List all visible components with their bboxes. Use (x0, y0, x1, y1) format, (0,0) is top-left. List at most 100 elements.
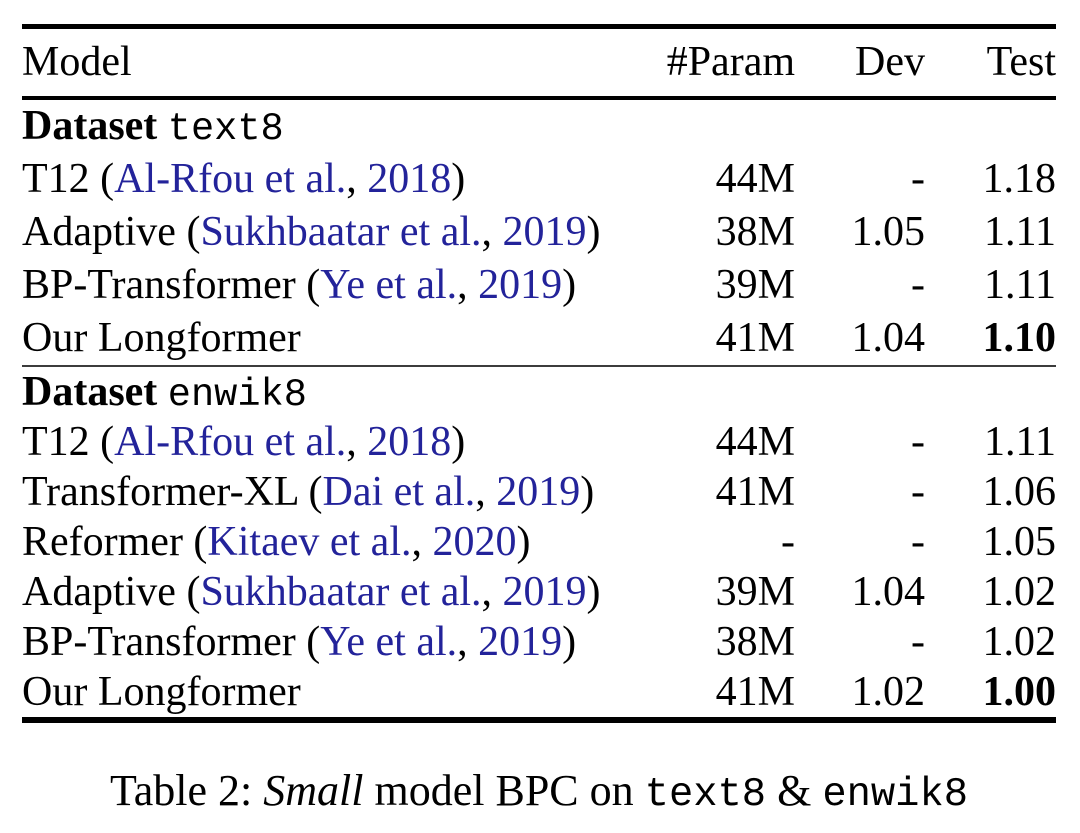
citation-link[interactable]: Kitaev et al. (207, 519, 412, 565)
caption-dataset-text8: text8 (644, 772, 767, 818)
model-cell: BP-Transformer (Ye et al., 2019) (22, 259, 645, 312)
model-cell: T12 (Al-Rfou et al., 2018) (22, 153, 645, 206)
model-cell: Our Longformer (22, 667, 645, 717)
model-name-suffix: ) (580, 469, 595, 515)
dev-cell: - (911, 619, 925, 665)
test-cell: 1.18 (982, 156, 1057, 202)
model-name: BP-Transformer ( (22, 619, 321, 665)
model-cell: Adaptive (Sukhbaatar et al., 2019) (22, 567, 645, 617)
dataset-name: text8 (167, 107, 284, 151)
model-cell: Transformer-XL (Dai et al., 2019) (22, 467, 645, 517)
citation-link[interactable]: Al-Rfou et al. (114, 156, 347, 202)
dataset-label-cell: Dataset enwik8 (22, 367, 1056, 417)
model-name: T12 ( (22, 156, 115, 202)
dev-cell: 1.04 (851, 569, 926, 615)
table-row: T12 (Al-Rfou et al., 2018) 44M - 1.18 (22, 153, 1056, 206)
citation-year-link[interactable]: 2019 (502, 569, 587, 615)
results-table: Model #Param Dev Test Dataset text8 T12 … (22, 24, 1056, 823)
dataset-label: Dataset (22, 103, 158, 149)
table-row: BP-Transformer (Ye et al., 2019) 38M - 1… (22, 617, 1056, 667)
table-mid-rule (22, 365, 1056, 367)
citation-separator: , (457, 262, 479, 308)
citation-year-link[interactable]: 2018 (367, 419, 452, 465)
test-cell: 1.11 (984, 262, 1056, 308)
citation-year-link[interactable]: 2019 (478, 619, 563, 665)
param-cell: 38M (715, 209, 795, 255)
model-name-suffix: ) (516, 519, 531, 565)
model-cell: T12 (Al-Rfou et al., 2018) (22, 417, 645, 467)
section-text8: Dataset text8 T12 (Al-Rfou et al., 2018)… (22, 100, 1056, 365)
citation-separator: , (481, 209, 503, 255)
table-caption: Table 2: Small model BPC on text8 & enwi… (22, 763, 1056, 823)
caption-italic-word: Small (263, 766, 364, 815)
caption-ampersand: & (766, 766, 823, 815)
citation-year-link[interactable]: 2019 (496, 469, 581, 515)
model-name-suffix: ) (451, 156, 466, 202)
dev-cell: - (911, 262, 925, 308)
table-row: Adaptive (Sukhbaatar et al., 2019) 38M 1… (22, 206, 1056, 259)
test-cell: 1.05 (982, 519, 1057, 565)
citation-separator: , (475, 469, 497, 515)
dataset-name: enwik8 (167, 373, 307, 417)
model-name: BP-Transformer ( (22, 262, 321, 308)
model-cell: BP-Transformer (Ye et al., 2019) (22, 617, 645, 667)
dev-cell: - (911, 156, 925, 202)
param-cell: 39M (715, 569, 795, 615)
model-name: Adaptive ( (22, 209, 201, 255)
caption-middle: model BPC on (363, 766, 645, 815)
dev-cell: 1.02 (851, 669, 926, 715)
model-name: T12 ( (22, 419, 115, 465)
test-cell: 1.10 (982, 315, 1057, 361)
dev-cell: 1.05 (851, 209, 926, 255)
test-cell: 1.11 (984, 419, 1056, 465)
model-name: Our Longformer (22, 669, 301, 715)
model-name: Our Longformer (22, 315, 301, 361)
citation-separator: , (481, 569, 503, 615)
param-cell: - (781, 519, 795, 565)
model-cell: Reformer (Kitaev et al., 2020) (22, 517, 645, 567)
citation-year-link[interactable]: 2019 (478, 262, 563, 308)
dataset-header-row: Dataset enwik8 (22, 367, 1056, 417)
param-cell: 39M (715, 262, 795, 308)
dataset-header-row: Dataset text8 (22, 100, 1056, 153)
citation-link[interactable]: Sukhbaatar et al. (200, 569, 482, 615)
param-cell: 44M (715, 419, 795, 465)
table-bottom-rule (22, 717, 1056, 723)
test-cell: 1.11 (984, 209, 1056, 255)
param-cell: 41M (715, 315, 795, 361)
model-name-suffix: ) (586, 209, 601, 255)
citation-year-link[interactable]: 2019 (502, 209, 587, 255)
citation-link[interactable]: Dai et al. (322, 469, 476, 515)
citation-separator: , (411, 519, 433, 565)
dev-cell: - (911, 469, 925, 515)
model-name: Transformer-XL ( (22, 469, 323, 515)
column-header-model: Model (22, 39, 132, 85)
citation-year-link[interactable]: 2018 (367, 156, 452, 202)
column-header-dev: Dev (855, 39, 925, 85)
model-name-suffix: ) (562, 619, 577, 665)
citation-link[interactable]: Ye et al. (320, 619, 458, 665)
model-name-suffix: ) (451, 419, 466, 465)
test-cell: 1.06 (982, 469, 1057, 515)
table-header-rule (22, 96, 1056, 100)
table-row: BP-Transformer (Ye et al., 2019) 39M - 1… (22, 259, 1056, 312)
citation-year-link[interactable]: 2020 (432, 519, 517, 565)
table-header-row: Model #Param Dev Test (22, 29, 1056, 96)
caption-dataset-enwik8: enwik8 (822, 772, 969, 818)
spacer (157, 103, 168, 149)
section-enwik8: Dataset enwik8 T12 (Al-Rfou et al., 2018… (22, 367, 1056, 717)
model-name-suffix: ) (562, 262, 577, 308)
model-name: Reformer ( (22, 519, 208, 565)
citation-link[interactable]: Al-Rfou et al. (114, 419, 347, 465)
param-cell: 41M (715, 469, 795, 515)
citation-separator: , (457, 619, 479, 665)
dataset-label: Dataset (22, 369, 158, 415)
model-cell: Adaptive (Sukhbaatar et al., 2019) (22, 206, 645, 259)
citation-link[interactable]: Ye et al. (320, 262, 458, 308)
test-cell: 1.02 (982, 569, 1057, 615)
table-row: Adaptive (Sukhbaatar et al., 2019) 39M 1… (22, 567, 1056, 617)
citation-separator: , (346, 156, 368, 202)
citation-link[interactable]: Sukhbaatar et al. (200, 209, 482, 255)
table-top-rule (22, 24, 1056, 29)
